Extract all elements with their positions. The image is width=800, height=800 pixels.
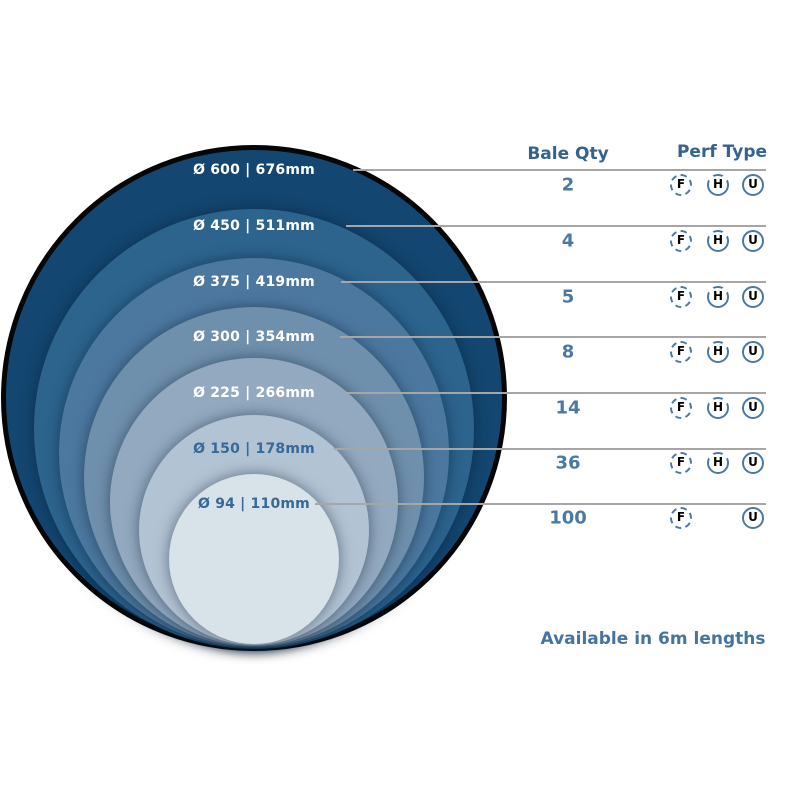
perf-type-f-icon: F [670, 286, 692, 308]
bale-qty-value: 2 [561, 174, 575, 196]
perf-type-h-icon: H [706, 340, 730, 363]
availability-note: Available in 6m lengths [540, 629, 766, 649]
ring-diameter-label: Ø 600 | 676mm [193, 162, 315, 178]
perf-type-u-icon: U [742, 452, 764, 474]
perf-type-u-icon: U [742, 397, 764, 419]
bale-qty-value: 100 [549, 507, 587, 529]
perf-type-header: Perf Type [676, 142, 768, 162]
leader-line [340, 336, 766, 338]
leader-line [345, 392, 766, 394]
bale-qty-value: 36 [555, 452, 581, 474]
perf-type-u-icon: U [742, 230, 764, 252]
perf-type-u-icon: U [742, 174, 764, 196]
bale-qty-value: 4 [561, 230, 575, 252]
perf-type-u-icon: U [742, 341, 764, 363]
bale-qty-value: 8 [561, 341, 575, 363]
ring-diameter-label: Ø 225 | 266mm [193, 385, 315, 401]
perf-type-f-icon: F [670, 174, 692, 196]
leader-line [315, 503, 766, 505]
perf-type-u-icon: U [742, 507, 764, 529]
leader-line [346, 225, 766, 227]
perf-type-h-icon: H [706, 451, 730, 474]
perf-type-f-icon: F [670, 230, 692, 252]
ring-diameter-label: Ø 300 | 354mm [193, 329, 315, 345]
perf-type-h-icon: H [706, 173, 730, 196]
perf-type-f-icon: F [670, 507, 692, 529]
ring-diameter-label: Ø 450 | 511mm [193, 218, 315, 234]
bale-qty-header: Bale Qty [527, 144, 609, 164]
perf-type-u-icon: U [742, 286, 764, 308]
perf-type-f-icon: F [670, 397, 692, 419]
perf-type-f-icon: F [670, 452, 692, 474]
ring-diameter-label: Ø 94 | 110mm [198, 496, 310, 512]
pipe-ring-circle [169, 474, 339, 644]
perf-type-h-icon: H [706, 396, 730, 419]
bale-qty-value: 5 [561, 286, 575, 308]
leader-line [353, 169, 766, 171]
ring-diameter-label: Ø 375 | 419mm [193, 274, 315, 290]
leader-line [341, 281, 766, 283]
perf-type-h-icon: H [706, 285, 730, 308]
bale-qty-value: 14 [555, 397, 581, 419]
perf-type-f-icon: F [670, 341, 692, 363]
perf-type-h-icon: H [706, 229, 730, 252]
leader-line [334, 448, 766, 450]
ring-diameter-label: Ø 150 | 178mm [193, 441, 315, 457]
